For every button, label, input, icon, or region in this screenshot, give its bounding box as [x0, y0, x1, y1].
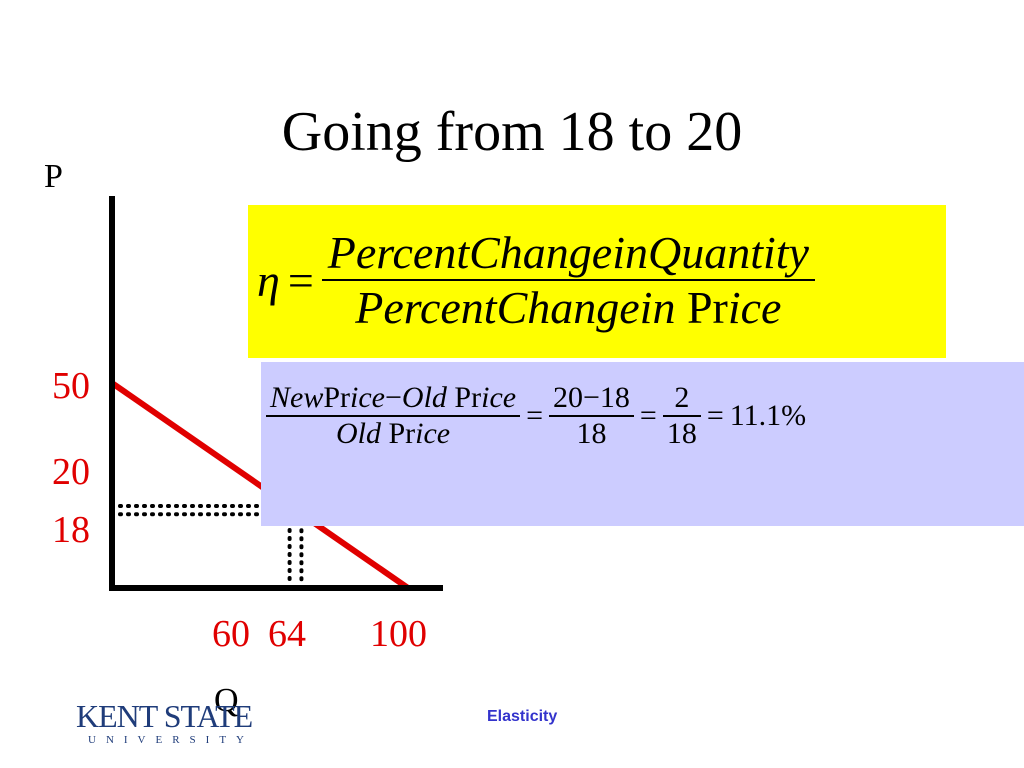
calc-new: New — [270, 380, 324, 414]
calc-pr-3: Pr — [388, 416, 416, 450]
calc-fraction-3: 2 18 — [662, 380, 701, 451]
kent-state-logo: KENT STATE UNIVERSITY — [76, 700, 254, 746]
elasticity-formula: η = PercentChangeinQuantity PercentChang… — [257, 210, 815, 350]
denominator-tail: ice — [727, 282, 782, 333]
calc-fraction-1: NewPrice−Old Price Old Price — [266, 381, 521, 451]
equals-sign: = — [287, 254, 314, 306]
denominator-italic: PercentChangein — [355, 282, 676, 333]
denominator-roman: Pr — [686, 282, 728, 333]
y-tick-50: 50 — [52, 365, 90, 407]
calculation: NewPrice−Old Price Old Price = 20−18 18 … — [266, 368, 812, 463]
footer-label: Elasticity — [487, 708, 558, 725]
calc-pr-2: Pr — [454, 380, 482, 414]
calc-bar-3 — [662, 414, 701, 417]
calc-equals-1: = — [526, 398, 543, 432]
calc-result: 11.1% — [729, 398, 807, 432]
formula-fraction: PercentChangeinQuantity PercentChangein … — [321, 226, 815, 334]
x-axis-label: Q — [214, 682, 239, 719]
calc-pr-1: Pr — [323, 380, 351, 414]
calc-bar-2 — [549, 414, 634, 417]
fraction-bar — [321, 279, 815, 281]
x-tick-64: 64 — [268, 613, 306, 655]
calc-minus: − — [385, 380, 402, 414]
calc-numerator-2: 20−18 — [553, 380, 630, 414]
calc-denominator-3: 18 — [666, 416, 697, 450]
logo-wordmark: KENT STATE — [76, 698, 253, 734]
calc-ice-1: ice — [350, 380, 385, 414]
calc-equals-2: = — [639, 398, 657, 432]
x-tick-60: 60 — [212, 613, 250, 655]
calc-numerator-3: 2 — [674, 380, 690, 414]
logo-subtitle: UNIVERSITY — [88, 734, 254, 746]
calc-old-1: Old — [401, 380, 447, 414]
calculation-box — [261, 362, 1024, 526]
x-tick-100: 100 — [370, 613, 427, 655]
calc-old-2: Old — [335, 416, 381, 450]
eta-symbol: η — [257, 254, 280, 306]
demand-line — [109, 380, 411, 591]
calc-equals-3: = — [706, 398, 724, 432]
slide-title: Going from 18 to 20 — [281, 101, 743, 163]
calc-numerator-1: NewPrice−Old Price — [266, 381, 520, 415]
calc-denominator-1: Old Price — [332, 417, 454, 451]
y-axis-label: P — [44, 158, 63, 195]
elasticity-formula-box — [248, 205, 946, 358]
calc-ice-2: ice — [481, 380, 517, 414]
formula-numerator: PercentChangeinQuantity — [327, 227, 809, 278]
y-tick-18: 18 — [52, 509, 90, 551]
formula-denominator: PercentChangein Price — [349, 281, 787, 334]
calc-fraction-2: 20−18 18 — [549, 381, 634, 451]
calc-denominator-2: 18 — [576, 416, 607, 450]
calc-ice-3: ice — [415, 416, 451, 450]
y-tick-20: 20 — [52, 451, 90, 493]
calc-bar-1 — [266, 414, 521, 417]
